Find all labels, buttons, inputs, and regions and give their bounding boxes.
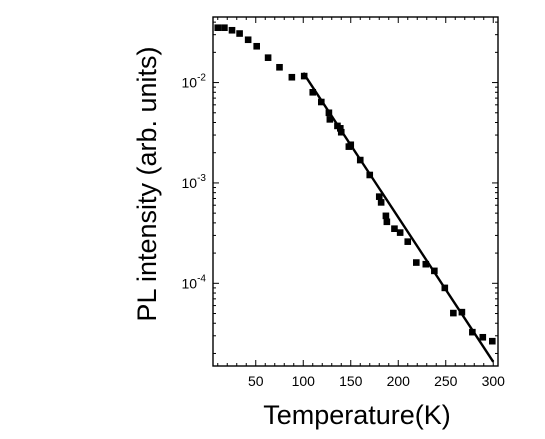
data-point [382, 212, 390, 220]
data-point [244, 36, 252, 44]
data-point [422, 260, 430, 268]
data-point [391, 225, 398, 232]
x-tick-label: 100 [292, 373, 316, 389]
data-point [228, 26, 236, 34]
x-tick-label: 300 [482, 373, 506, 389]
data-point [326, 116, 334, 123]
data-point [309, 88, 317, 96]
data-point [479, 333, 487, 341]
data-point [383, 218, 391, 226]
data-point [221, 24, 228, 32]
x-axis-title: Temperature(K) [263, 400, 451, 430]
data-point [377, 199, 385, 206]
data-point [276, 63, 283, 71]
x-tick-label: 150 [339, 373, 363, 389]
plot-area [214, 24, 496, 363]
plot-frame [212, 16, 499, 367]
data-point [264, 54, 272, 61]
data-point [450, 309, 457, 317]
y-tick-label: 10-3 [182, 173, 207, 191]
data-point [396, 229, 404, 236]
data-point [375, 193, 383, 200]
y-tick-label: 10-4 [182, 273, 207, 291]
data-point [288, 73, 296, 81]
x-axis: 50 100 150 200 250 300 [217, 17, 506, 389]
x-tick-label: 250 [434, 373, 458, 389]
data-point [413, 259, 420, 266]
data-point [489, 337, 496, 345]
y-axis: 10-2 10-3 10-4 [182, 21, 498, 354]
x-tick-label: 50 [248, 373, 264, 389]
data-point [236, 30, 243, 37]
data-point [253, 42, 260, 50]
fit-line [302, 72, 495, 363]
data-point [214, 24, 222, 32]
y-tick-label: 10-2 [182, 73, 207, 91]
data-point [404, 238, 412, 245]
x-tick-label: 200 [387, 373, 411, 389]
y-axis-title: PL intensity (arb. units) [132, 46, 162, 321]
